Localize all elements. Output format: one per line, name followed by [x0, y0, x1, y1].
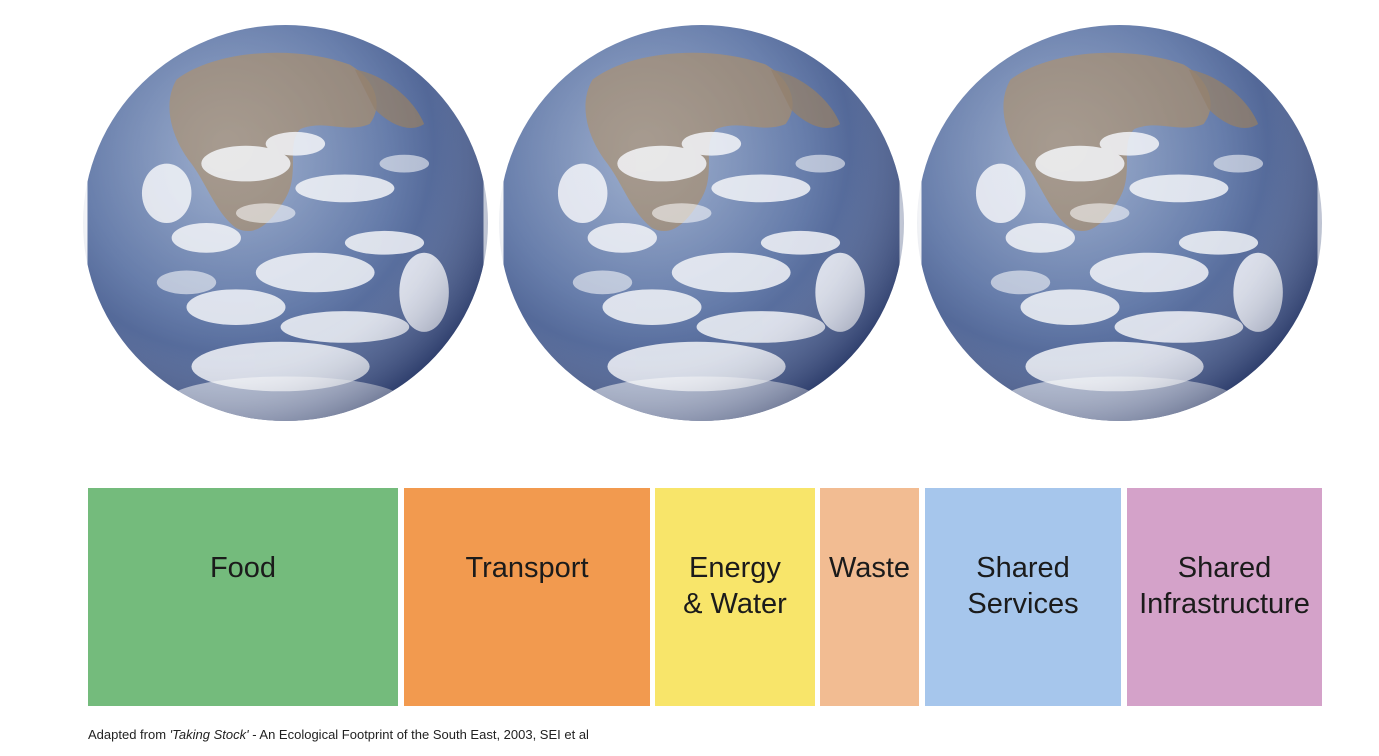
category-label: Transport — [465, 552, 589, 584]
source-suffix: - An Ecological Footprint of the South E… — [248, 727, 589, 742]
earth-globe-icon — [499, 25, 904, 421]
category-label: Food — [209, 552, 277, 584]
category-label: Shared Infrastructure — [1139, 552, 1310, 620]
source-prefix: Adapted from — [88, 727, 170, 742]
category-label: Energy & Water — [683, 552, 787, 620]
source-title: 'Taking Stock' — [169, 727, 249, 742]
category-label: Waste — [828, 552, 911, 584]
category-food: Food — [88, 488, 398, 706]
category-label: Shared Services — [967, 552, 1079, 620]
earth-globe-icon — [917, 25, 1322, 421]
category-waste: Waste — [820, 488, 919, 706]
category-shared-services: Shared Services — [925, 488, 1121, 706]
category-energy-water: Energy & Water — [655, 488, 815, 706]
globe-row — [83, 25, 1322, 421]
source-citation: Adapted from 'Taking Stock' - An Ecologi… — [88, 727, 589, 742]
footprint-category-bar: Food Transport Energy & Water Waste Shar… — [88, 488, 1322, 706]
earth-globe-icon — [83, 25, 488, 421]
category-transport: Transport — [404, 488, 650, 706]
category-shared-infrastructure: Shared Infrastructure — [1127, 488, 1322, 706]
